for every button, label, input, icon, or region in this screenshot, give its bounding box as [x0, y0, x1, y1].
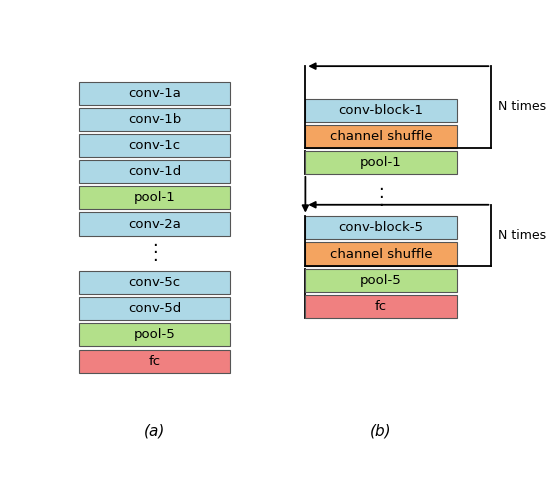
Text: conv-5d: conv-5d: [128, 302, 181, 315]
Text: ·: ·: [152, 252, 157, 270]
Text: conv-block-1: conv-block-1: [338, 104, 423, 117]
Text: pool-5: pool-5: [360, 274, 402, 286]
Text: conv-1b: conv-1b: [128, 113, 181, 126]
Text: ·: ·: [378, 189, 384, 207]
FancyBboxPatch shape: [79, 186, 230, 210]
Text: N times: N times: [497, 100, 546, 114]
Text: conv-1c: conv-1c: [129, 139, 181, 152]
Text: channel shuffle: channel shuffle: [330, 130, 432, 142]
FancyBboxPatch shape: [79, 108, 230, 131]
Text: pool-1: pool-1: [360, 156, 402, 169]
FancyBboxPatch shape: [79, 350, 230, 372]
FancyBboxPatch shape: [305, 295, 457, 318]
Text: fc: fc: [375, 300, 387, 313]
Text: fc: fc: [148, 354, 161, 368]
FancyBboxPatch shape: [305, 242, 457, 266]
Text: conv-1d: conv-1d: [128, 165, 181, 178]
FancyBboxPatch shape: [79, 212, 230, 236]
FancyBboxPatch shape: [305, 268, 457, 292]
FancyBboxPatch shape: [79, 324, 230, 346]
Text: pool-1: pool-1: [134, 192, 176, 204]
FancyBboxPatch shape: [305, 151, 457, 174]
FancyBboxPatch shape: [79, 297, 230, 320]
Text: channel shuffle: channel shuffle: [330, 248, 432, 260]
Text: (a): (a): [144, 424, 166, 438]
Text: ·: ·: [152, 236, 157, 254]
FancyBboxPatch shape: [305, 216, 457, 240]
FancyBboxPatch shape: [79, 82, 230, 104]
FancyBboxPatch shape: [305, 124, 457, 148]
Text: conv-block-5: conv-block-5: [338, 222, 423, 234]
Text: (b): (b): [370, 424, 392, 438]
Text: ·: ·: [378, 181, 384, 199]
Text: ·: ·: [378, 196, 384, 214]
Text: conv-2a: conv-2a: [128, 218, 181, 230]
Text: conv-1a: conv-1a: [128, 86, 181, 100]
FancyBboxPatch shape: [79, 160, 230, 183]
Text: conv-5c: conv-5c: [129, 276, 181, 289]
Text: pool-5: pool-5: [134, 328, 176, 342]
FancyBboxPatch shape: [79, 271, 230, 294]
Text: ·: ·: [152, 244, 157, 262]
FancyBboxPatch shape: [79, 134, 230, 157]
FancyBboxPatch shape: [305, 98, 457, 122]
Text: N times: N times: [497, 228, 546, 241]
